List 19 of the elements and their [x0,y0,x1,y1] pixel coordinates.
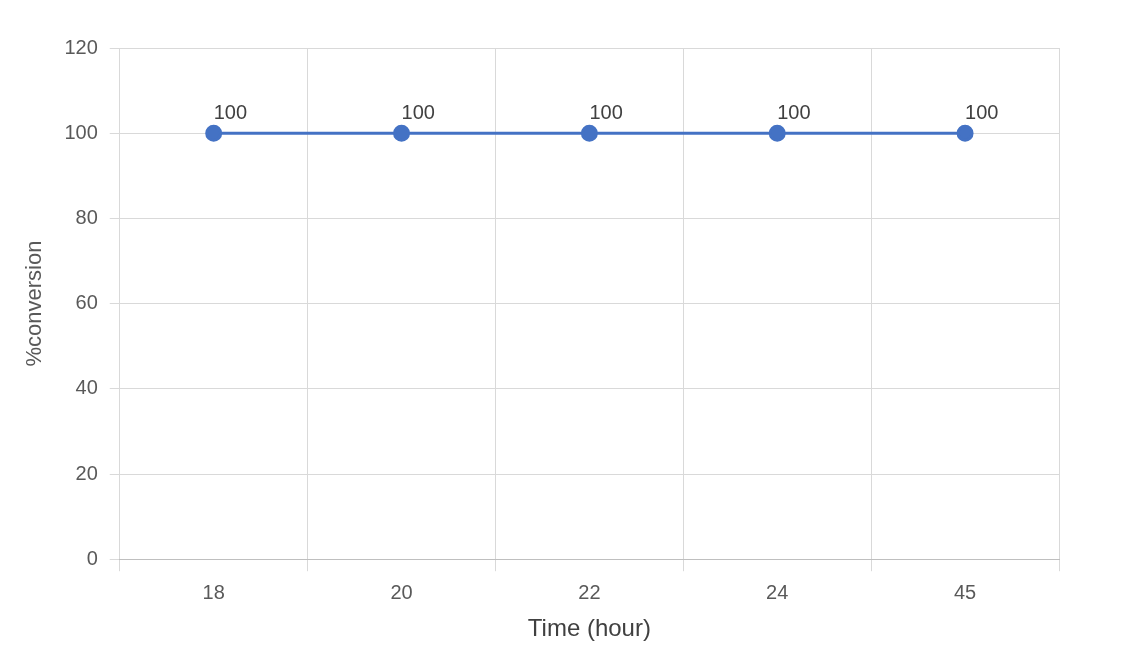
x-tick-label: 24 [766,580,789,603]
y-tick-label: 60 [75,291,98,314]
data-label: 100 [777,100,811,123]
x-tick-label: 18 [202,580,225,603]
x-tick-label: 20 [390,580,413,603]
data-label: 100 [589,100,623,123]
y-tick-label: 80 [75,205,98,228]
y-tick-label: 0 [86,546,98,569]
y-tick-label: 20 [75,461,98,484]
data-label: 100 [213,100,248,123]
y-axis-title: %conversion [21,240,47,367]
x-tick-label: 22 [578,580,601,603]
data-label: 100 [401,100,435,123]
y-tick-label: 120 [64,35,98,58]
x-axis-title: Time (hour) [527,614,651,642]
y-tick-label: 40 [75,376,98,399]
y-tick-label: 100 [64,120,98,143]
data-label: 100 [965,100,999,123]
x-tick-label: 45 [953,580,977,603]
